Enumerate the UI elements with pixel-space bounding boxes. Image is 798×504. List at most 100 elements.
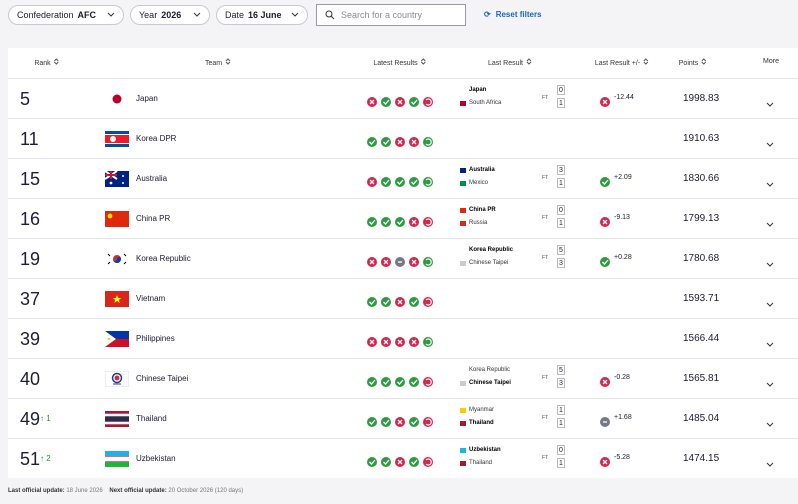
confederation-filter[interactable]: Confederation AFC: [8, 5, 124, 25]
match-score: 1: [557, 458, 565, 468]
icon-part: [766, 262, 774, 267]
table-row[interactable]: 37 Vietnam 1593.71: [8, 278, 798, 318]
icon-part: [421, 58, 427, 65]
mini-flag: [460, 381, 466, 386]
result-icon: [381, 134, 391, 152]
match-status: FT: [542, 375, 549, 381]
points: 1830.66: [683, 173, 720, 184]
match-team: Chinese Taipei: [469, 260, 509, 266]
icon-part: [381, 177, 391, 187]
table-row[interactable]: 11 Korea DPR 1910.63: [8, 118, 798, 158]
icon-part: [766, 342, 774, 347]
icon-part: [383, 379, 390, 385]
year-filter[interactable]: Year 2026: [130, 5, 210, 25]
chevron-path: [193, 12, 201, 17]
result-icon: [423, 414, 433, 432]
result-icon: [367, 454, 377, 472]
expand-toggle[interactable]: [766, 415, 774, 433]
column-header[interactable]: Team: [205, 58, 231, 67]
expand-toggle[interactable]: [766, 175, 774, 193]
icon-part: [395, 417, 405, 427]
icon-part: [602, 459, 608, 465]
rank-change: ↑ 2: [40, 454, 51, 463]
result-icon: [381, 94, 391, 112]
search-input[interactable]: Search for a country: [316, 4, 466, 26]
points: 1485.04: [683, 413, 720, 424]
icon-part: [602, 99, 608, 105]
result-icon: [395, 94, 405, 112]
table-row[interactable]: 15 Australia Australia 3 Mexico 1 FT +2.09 1830.…: [8, 158, 798, 198]
points: 1474.15: [683, 453, 720, 464]
column-header[interactable]: Points: [679, 58, 707, 67]
icon-part: [766, 102, 774, 107]
match-score: 1: [557, 98, 565, 108]
up-arrow: ↑: [40, 454, 44, 463]
team-name: China PR: [136, 214, 171, 223]
icon-part: [425, 338, 432, 346]
icon-part: [766, 102, 774, 107]
icon-part: [425, 378, 432, 386]
table-row[interactable]: 39 Philippines 1566.44: [8, 318, 798, 358]
icon-part: [766, 262, 774, 267]
date-filter[interactable]: Date 16 June: [216, 5, 308, 25]
icon-part: [409, 177, 419, 187]
expand-toggle[interactable]: [766, 135, 774, 153]
icon-part: [602, 259, 609, 265]
icon-part: [105, 91, 129, 107]
flag: [104, 370, 130, 392]
icon-part: [397, 419, 403, 425]
column-header[interactable]: Rank: [34, 58, 60, 67]
column-header[interactable]: Last Result +/-: [595, 58, 649, 67]
table-row[interactable]: 5 Japan Japan 0 South Africa 1 FT -12.44 1998.83: [8, 78, 798, 118]
expand-toggle[interactable]: [766, 455, 774, 473]
chevron: [291, 12, 299, 17]
icon-part: [409, 97, 419, 107]
reset-filters[interactable]: ⟳ Reset filters: [484, 10, 542, 19]
icon-part: [105, 331, 129, 347]
icon-part: [397, 339, 403, 345]
match-team: Korea Republic: [469, 367, 511, 373]
table-row[interactable]: 16 China PR China PR 0 Russia 1 FT -9.13 1799.13: [8, 198, 798, 238]
icon-part: [602, 219, 608, 225]
mini-flag: [460, 408, 466, 413]
expand-toggle[interactable]: [766, 255, 774, 273]
expand-toggle[interactable]: [766, 295, 774, 313]
match-team: Mexico: [469, 180, 489, 186]
mini-flag: [460, 88, 466, 93]
icon-part: [600, 177, 610, 187]
flag: [105, 211, 129, 232]
icon-part: [766, 422, 774, 427]
icon-part: [381, 217, 391, 227]
expand-toggle[interactable]: [766, 215, 774, 233]
icon-part: [423, 457, 433, 467]
column-header[interactable]: Latest Results: [373, 58, 427, 67]
icon-part: [381, 377, 391, 387]
expand-toggle[interactable]: [766, 375, 774, 393]
icon-part: [411, 99, 418, 105]
last-update-label: Last official update:: [8, 488, 65, 494]
icon-part: [105, 331, 116, 347]
icon-part: [381, 377, 391, 387]
table-row[interactable]: 40 Chinese Taipei Korea Republic 5 Chinese T…: [8, 358, 798, 398]
icon-part: [367, 457, 377, 467]
icon-part: [766, 382, 774, 387]
icon-part: [383, 259, 389, 265]
icon-part: [109, 181, 113, 185]
points: 1780.68: [683, 253, 720, 264]
icon-part: [423, 177, 433, 187]
icon-part: [105, 331, 129, 339]
mini-flag: [460, 168, 466, 173]
points-change: -12.44: [614, 94, 634, 101]
column-header[interactable]: Last Result: [488, 58, 532, 67]
column-header[interactable]: More: [763, 58, 779, 65]
icon-part: [425, 218, 432, 226]
table-row[interactable]: 19 Korea Republic Korea Republic 5 Chinese T…: [8, 238, 798, 278]
icon-part: [766, 462, 774, 467]
icon-part: [381, 97, 391, 107]
table-row[interactable]: 49 ↑ 1 Thailand Myanmar 1 Thailand 1 FT +1.68 148…: [8, 398, 798, 438]
result-icon: [423, 94, 433, 112]
expand-toggle[interactable]: [766, 335, 774, 353]
table-row[interactable]: 51 ↑ 2 Uzbekistan Uzbekistan 0 Thailand 1 FT -5.…: [8, 438, 798, 478]
expand-toggle[interactable]: [766, 95, 774, 113]
icon-part: [381, 457, 391, 467]
